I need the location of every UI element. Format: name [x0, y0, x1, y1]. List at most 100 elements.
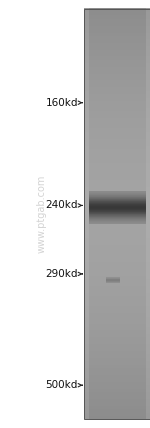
Bar: [88, 22, 146, 26]
Bar: [106, 280, 120, 281]
Bar: [88, 292, 146, 296]
Bar: [84, 306, 150, 310]
Bar: [84, 203, 150, 207]
Bar: [84, 196, 150, 200]
Bar: [88, 265, 146, 269]
Bar: [88, 200, 146, 201]
Bar: [88, 303, 146, 306]
Bar: [88, 197, 146, 198]
Bar: [84, 135, 150, 139]
Bar: [106, 280, 120, 281]
Bar: [84, 238, 150, 241]
Bar: [88, 39, 146, 43]
Bar: [88, 205, 146, 206]
Bar: [88, 208, 146, 209]
Bar: [84, 231, 150, 235]
Bar: [88, 215, 146, 216]
Bar: [84, 316, 150, 320]
Bar: [88, 409, 146, 413]
Bar: [84, 36, 150, 39]
Bar: [88, 220, 146, 221]
Bar: [106, 279, 120, 280]
Bar: [88, 15, 146, 19]
Bar: [88, 207, 146, 208]
Text: 160kd: 160kd: [45, 98, 78, 108]
Bar: [88, 214, 146, 215]
Bar: [84, 131, 150, 135]
Bar: [88, 347, 146, 351]
Bar: [84, 374, 150, 378]
Bar: [88, 195, 146, 196]
Bar: [88, 128, 146, 132]
Bar: [84, 255, 150, 259]
Bar: [88, 186, 146, 190]
Bar: [84, 327, 150, 330]
Bar: [88, 196, 146, 197]
Bar: [84, 227, 150, 231]
Bar: [88, 371, 146, 375]
Bar: [88, 192, 146, 193]
Bar: [84, 292, 150, 296]
Bar: [88, 405, 146, 409]
Bar: [88, 191, 146, 192]
Bar: [84, 18, 150, 22]
Bar: [84, 347, 150, 351]
Text: 290kd: 290kd: [45, 269, 78, 279]
Bar: [88, 351, 146, 354]
Bar: [106, 280, 120, 281]
Bar: [88, 205, 146, 206]
Bar: [84, 299, 150, 303]
Bar: [84, 275, 150, 279]
Bar: [88, 224, 146, 228]
Bar: [88, 416, 146, 419]
Bar: [88, 63, 146, 67]
Bar: [84, 371, 150, 375]
Bar: [84, 125, 150, 128]
Bar: [106, 281, 120, 282]
Bar: [84, 73, 150, 77]
Bar: [84, 138, 150, 142]
Bar: [88, 101, 146, 104]
Bar: [88, 214, 146, 215]
Bar: [84, 416, 150, 419]
Bar: [88, 36, 146, 39]
Bar: [88, 327, 146, 330]
Bar: [84, 9, 150, 419]
Bar: [88, 53, 146, 56]
Bar: [84, 32, 150, 36]
Bar: [88, 159, 146, 163]
Bar: [88, 223, 146, 224]
Bar: [88, 145, 146, 149]
Bar: [88, 73, 146, 77]
Bar: [84, 385, 150, 389]
Bar: [84, 176, 150, 180]
Bar: [88, 46, 146, 50]
Bar: [88, 49, 146, 53]
Bar: [88, 316, 146, 320]
Text: 500kd: 500kd: [46, 380, 78, 390]
Bar: [88, 368, 146, 372]
Bar: [88, 222, 146, 223]
Bar: [88, 296, 146, 300]
Bar: [84, 29, 150, 33]
Bar: [106, 282, 120, 283]
Bar: [88, 282, 146, 286]
Bar: [88, 193, 146, 194]
Bar: [88, 198, 146, 199]
Bar: [84, 142, 150, 146]
Bar: [88, 125, 146, 128]
Bar: [88, 202, 146, 203]
Bar: [88, 219, 146, 220]
Bar: [88, 385, 146, 389]
Bar: [88, 299, 146, 303]
Bar: [84, 104, 150, 108]
Bar: [88, 197, 146, 198]
Bar: [84, 166, 150, 169]
Bar: [88, 217, 146, 218]
Bar: [88, 192, 146, 193]
Bar: [84, 169, 150, 173]
Bar: [88, 210, 146, 211]
Bar: [88, 18, 146, 22]
Bar: [106, 277, 120, 278]
Bar: [88, 219, 146, 220]
